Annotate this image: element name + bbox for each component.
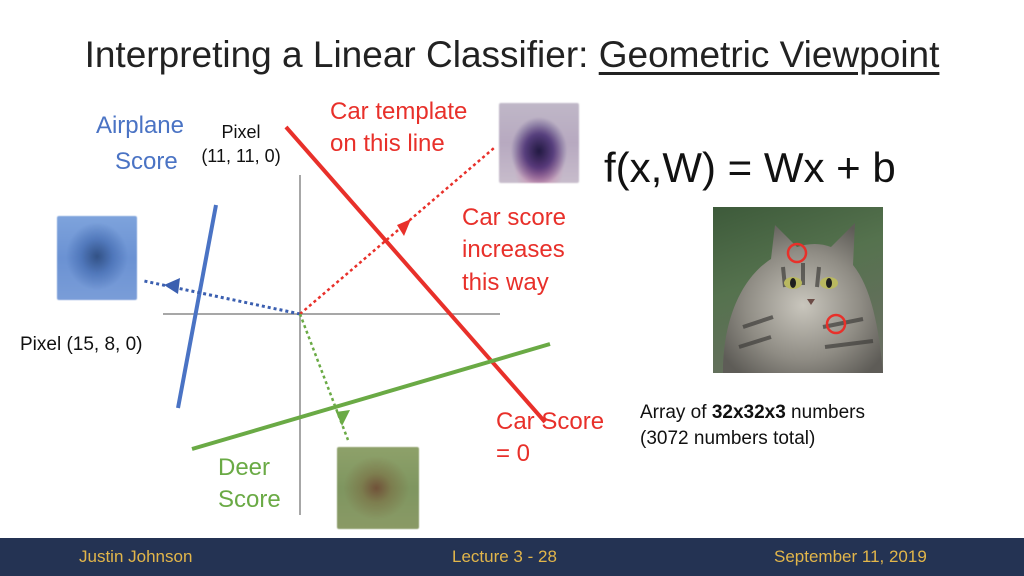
car-arrowhead xyxy=(397,219,411,236)
cat-photo xyxy=(713,207,883,373)
slide-title: Interpreting a Linear Classifier: Geomet… xyxy=(0,34,1024,76)
car-increase-line2: increases xyxy=(462,236,565,264)
array-prefix: Array of xyxy=(640,402,712,423)
pixel-top-line1: Pixel xyxy=(221,122,261,142)
airplane-template-image xyxy=(57,216,137,300)
airplane-score-label: Airplane xyxy=(80,110,184,142)
airplane-score-label-2: Score xyxy=(115,146,178,178)
footer-date: September 11, 2019 xyxy=(774,547,927,566)
car-increase-line3: this way xyxy=(462,268,549,296)
car-template-line1: Car template xyxy=(330,98,468,125)
deer-arrowhead xyxy=(336,410,350,426)
car-increase-line1: Car score xyxy=(462,204,567,231)
array-suffix: numbers xyxy=(785,402,865,423)
car-score-line xyxy=(284,125,547,424)
car-template-image xyxy=(499,103,579,183)
footer-bar: Justin Johnson Lecture 3 - 28 September … xyxy=(0,538,1024,576)
airplane-arrowhead xyxy=(164,278,180,294)
pixel-marker-circle-2 xyxy=(825,313,847,335)
cat-photo-drawing xyxy=(723,223,883,373)
pixel-top-label: Pixel (11, 11, 0) xyxy=(190,120,292,169)
deer-score-label: Deer Score xyxy=(218,452,281,517)
airplane-label-line2: Score xyxy=(115,148,178,175)
array-bold: 32x32x3 xyxy=(711,402,786,423)
title-underlined: Geometric Viewpoint xyxy=(598,34,940,75)
car-increase-label: Car score increases this way xyxy=(462,202,566,299)
pixel-left-label: Pixel (15, 8, 0) xyxy=(20,332,143,358)
deer-label-line1: Deer xyxy=(218,454,271,481)
array-description: Array of 32x32x3 numbers (3072 numbers t… xyxy=(640,400,865,451)
car-template-line2: on this line xyxy=(330,130,445,158)
footer-lecture: Lecture 3 - 28 xyxy=(452,547,557,566)
car-score-line1: Car Score xyxy=(496,408,605,435)
deer-direction-arrow xyxy=(298,313,350,441)
car-template-label: Car template on this line xyxy=(330,96,467,161)
airplane-label-line1: Airplane xyxy=(95,112,184,139)
footer-author: Justin Johnson xyxy=(79,547,193,566)
deer-score-line xyxy=(191,342,551,451)
pixel-marker-circle-1 xyxy=(786,242,808,264)
airplane-score-line xyxy=(176,204,218,409)
formula: f(x,W) = Wx + b xyxy=(604,144,896,191)
car-direction-arrow xyxy=(299,147,495,315)
title-main: Interpreting a Linear Classifier: xyxy=(84,34,599,75)
car-score-line2: = 0 xyxy=(496,440,531,468)
pixel-left-text: Pixel (15, 8, 0) xyxy=(20,334,143,355)
deer-label-line2: Score xyxy=(218,486,281,514)
array-line1: Array of 32x32x3 numbers xyxy=(640,400,865,426)
pixel-top-line2: (11, 11, 0) xyxy=(201,146,281,167)
array-line2: (3072 numbers total) xyxy=(640,427,816,449)
car-score-zero-label: Car Score = 0 xyxy=(496,406,604,471)
deer-template-image xyxy=(337,447,419,529)
